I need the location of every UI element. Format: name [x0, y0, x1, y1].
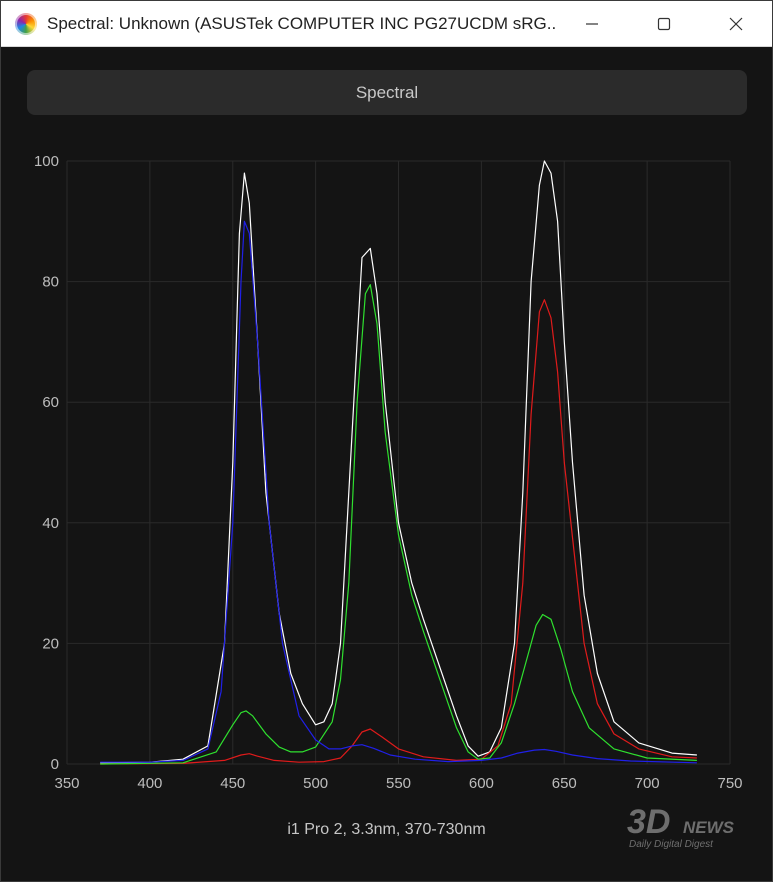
svg-text:Daily Digital Digest: Daily Digital Digest [629, 839, 714, 850]
close-icon [729, 17, 743, 30]
x-tick-label-1: 400 [137, 775, 162, 792]
x-tick-label-3: 500 [303, 775, 328, 792]
x-tick-label-6: 650 [552, 775, 577, 792]
x-tick-label-5: 600 [469, 775, 494, 792]
close-button[interactable] [700, 1, 772, 46]
title-bar[interactable]: Spectral: Unknown (ASUSTek COMPUTER INC … [1, 1, 772, 47]
series-line-0 [100, 160, 697, 764]
maximize-icon [657, 17, 671, 30]
y-tick-label-4: 80 [42, 274, 59, 291]
x-tick-label-7: 700 [635, 775, 660, 792]
y-tick-label-3: 60 [42, 394, 59, 411]
app-logo-icon [15, 12, 37, 35]
y-tick-label-5: 100 [34, 153, 59, 170]
series-line-3 [100, 220, 697, 764]
spectral-chart: 350 400 450 500 550 600 650 700 750 0 20 40 60 80 100 [1, 131, 772, 811]
y-tick-label-2: 40 [42, 515, 59, 532]
instrument-caption: i1 Pro 2, 3.3nm, 370-730nm [287, 821, 486, 838]
minimize-button[interactable] [556, 1, 628, 46]
svg-text:3D: 3D [627, 803, 670, 841]
maximize-button[interactable] [628, 1, 700, 46]
minimize-icon [586, 22, 598, 25]
window-controls [556, 1, 772, 46]
svg-text:NEWS: NEWS [683, 818, 735, 837]
watermark-logo: 3D NEWS Daily Digital Digest [627, 803, 735, 850]
x-tick-label-8: 750 [717, 775, 742, 792]
chart-svg: 350 400 450 500 550 600 650 700 750 0 20 40 60 80 100 [34, 153, 743, 792]
series-line-2 [100, 284, 697, 765]
tab-spectral[interactable]: Spectral [27, 70, 747, 115]
x-tick-label-0: 350 [54, 775, 79, 792]
y-tick-label-0: 0 [51, 756, 59, 773]
y-tick-label-1: 20 [42, 635, 59, 652]
x-tick-label-4: 550 [386, 775, 411, 792]
x-tick-label-2: 450 [220, 775, 245, 792]
window-title: Spectral: Unknown (ASUSTek COMPUTER INC … [47, 13, 557, 33]
series-line-1 [100, 299, 697, 765]
